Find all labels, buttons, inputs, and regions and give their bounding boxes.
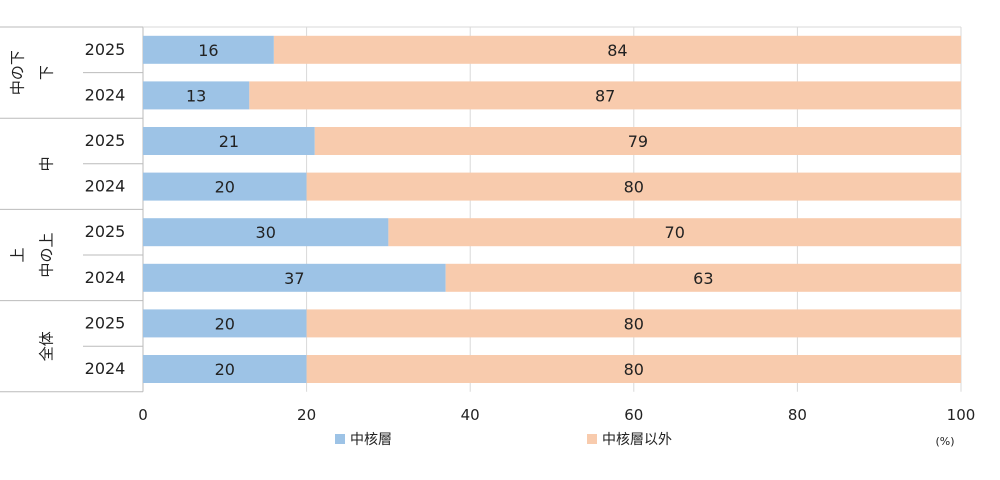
year-label: 2024 [85,268,126,287]
year-label: 2025 [85,40,126,59]
data-label: 13 [186,86,206,105]
bar-segment-non-core [306,355,962,383]
group-label: 全体 [38,331,56,361]
data-label: 79 [628,132,648,151]
data-label: 20 [215,314,235,333]
x-tick-label: 60 [624,406,643,424]
group-label: 中の下 [9,50,27,95]
year-label: 2024 [85,177,126,196]
bar-segment-non-core [249,81,962,110]
data-label: 87 [595,86,615,105]
bar-segment-core [143,218,389,247]
year-label: 2025 [85,222,126,241]
bar-segment-core [143,172,307,201]
bar-segment-core [143,127,315,155]
data-label: 30 [256,223,276,242]
bar-segment-non-core [306,309,962,338]
group-label: 中の上 [38,232,56,277]
data-label: 80 [624,314,644,333]
data-label: 70 [665,223,685,242]
x-tick-label: 20 [297,406,316,424]
legend-label: 中核層以外 [602,432,672,448]
bar-segment-non-core [273,35,961,64]
bar-segment-core [143,309,307,338]
data-label: 21 [219,132,239,151]
group-label: 下 [38,65,56,80]
bar-segment-core [143,355,307,383]
data-label: 37 [284,269,304,288]
x-tick-label: 100 [947,406,976,424]
bar-segment-non-core [306,172,962,201]
data-label: 80 [624,360,644,379]
bar-segment-non-core [388,218,961,247]
bar-segment-core [143,263,446,292]
unit-label: (%) [935,435,954,448]
bar-segment-core [143,35,274,64]
legend-swatch [335,434,345,444]
bar-segment-non-core [445,263,961,292]
data-label: 63 [693,269,713,288]
year-label: 2025 [85,313,126,332]
year-label: 2025 [85,131,126,150]
legend-label: 中核層 [350,432,392,448]
data-label: 20 [215,360,235,379]
data-label: 84 [607,41,627,60]
year-label: 2024 [85,359,126,378]
x-tick-label: 0 [138,406,148,424]
year-label: 2024 [85,85,126,104]
bar-segment-non-core [314,127,961,155]
x-tick-label: 80 [788,406,807,424]
group-label: 上 [9,247,27,262]
data-label: 16 [198,41,218,60]
data-label: 20 [215,178,235,197]
legend-swatch [587,434,597,444]
group-label: 中 [38,156,56,171]
bar-segment-core [143,81,250,110]
x-tick-label: 40 [461,406,480,424]
data-label: 80 [624,178,644,197]
